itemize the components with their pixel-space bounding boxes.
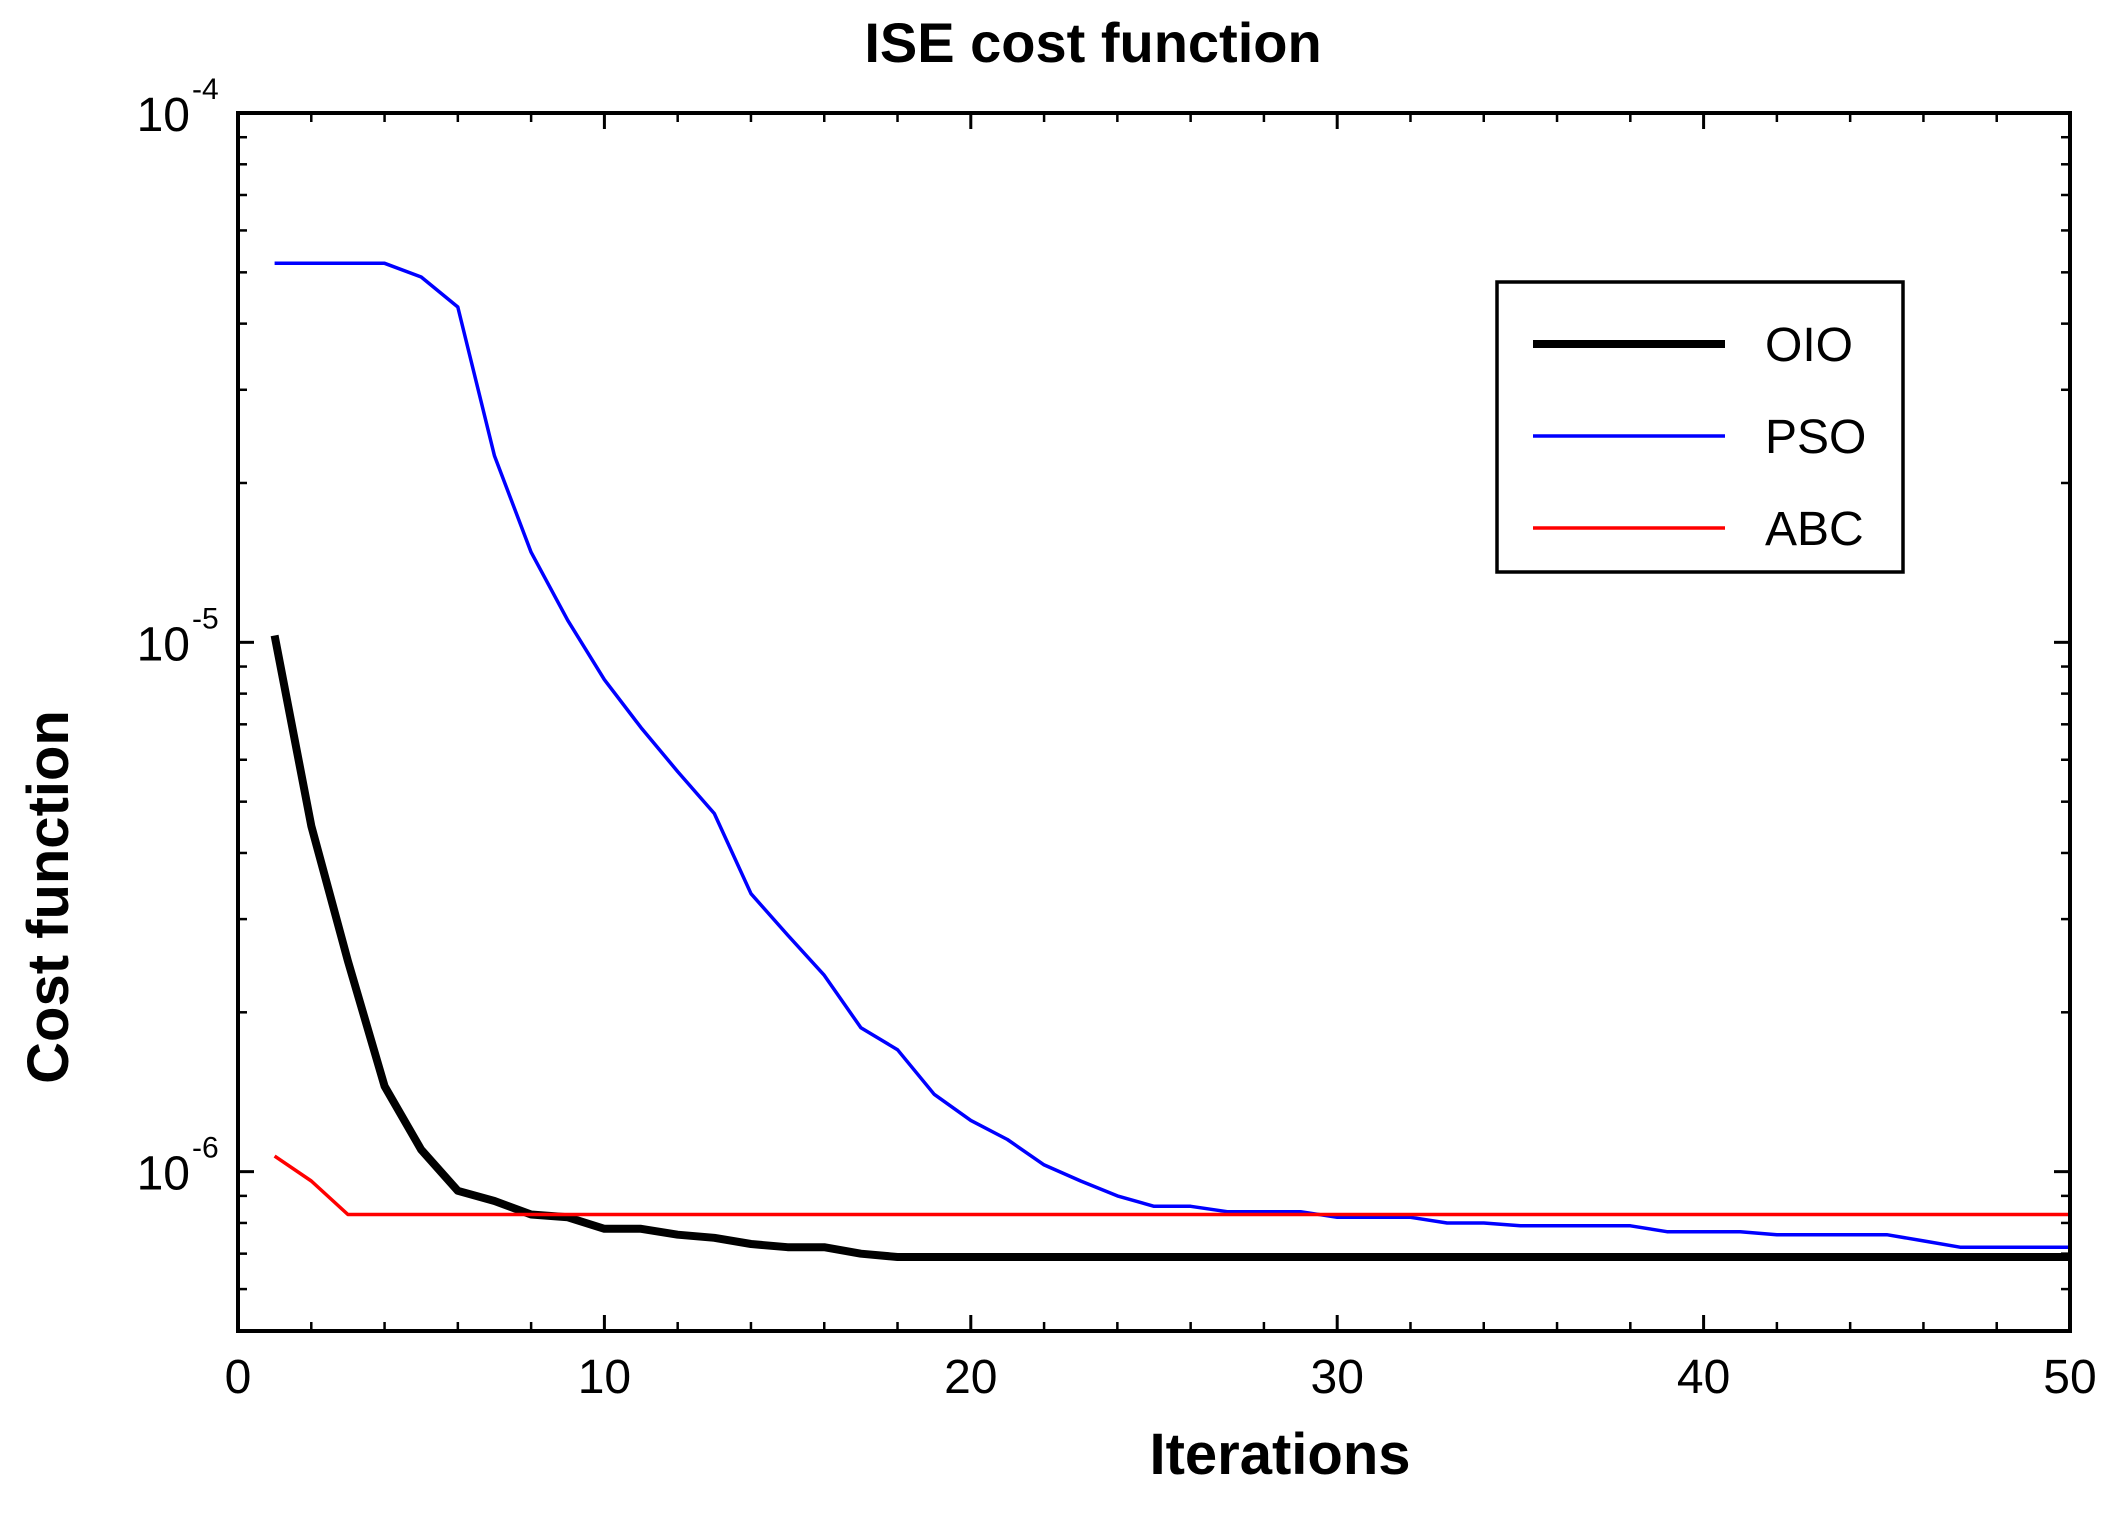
legend-label-abc: ABC: [1765, 503, 1864, 556]
plot-frame: [236, 111, 2072, 1333]
y-tick-exponent: -5: [192, 602, 219, 635]
legend-label-pso: PSO: [1765, 411, 1866, 464]
x-tick-label: 40: [1677, 1351, 1730, 1404]
x-axis-label: Iterations: [1149, 1422, 1410, 1487]
series-line-pso: [274, 261, 2070, 1249]
x-tick-label: 20: [944, 1351, 997, 1404]
legend-label-oio: OIO: [1765, 319, 1853, 372]
y-tick-label: 10: [137, 89, 190, 142]
y-tick-exponent: -6: [192, 1132, 219, 1165]
legend-box: [1495, 280, 1905, 574]
legend: OIO PSO ABC: [1495, 280, 1905, 574]
chart-title: ISE cost function: [864, 11, 1321, 74]
plot-series: [270, 261, 2070, 1261]
y-tick-label: 10: [137, 618, 190, 671]
y-tick-exponent: -4: [192, 73, 219, 106]
x-tick-label: 0: [225, 1351, 252, 1404]
y-axis-label: Cost function: [16, 710, 81, 1084]
x-tick-label: 10: [578, 1351, 631, 1404]
x-tick-label: 50: [2043, 1351, 2096, 1404]
series-line-abc: [273, 1154, 2070, 1217]
series-line-oio: [270, 634, 2070, 1261]
x-tick-label: 30: [1311, 1351, 1364, 1404]
y-tick-label: 10: [137, 1148, 190, 1201]
